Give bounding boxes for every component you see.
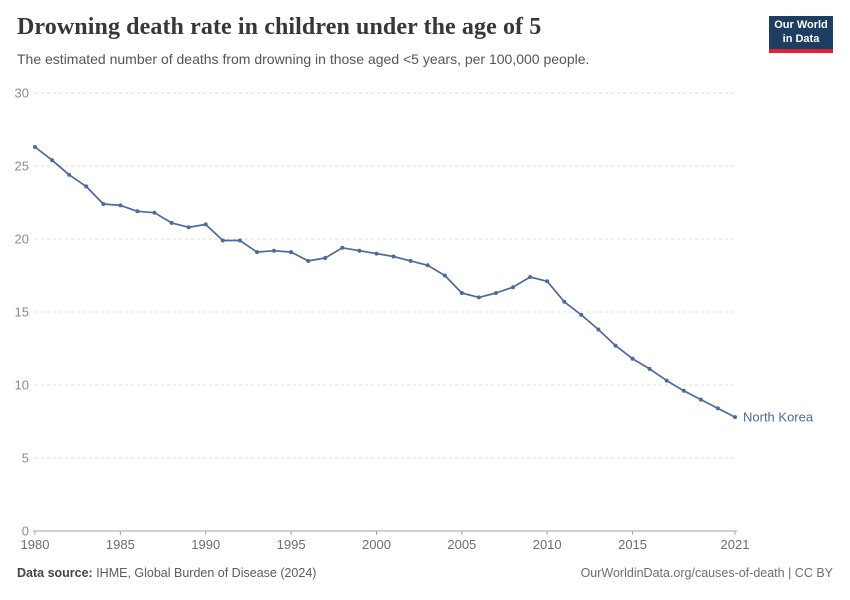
data-point (391, 254, 396, 259)
data-point (357, 248, 362, 253)
data-source-text: IHME, Global Burden of Disease (2024) (92, 566, 317, 580)
x-tick-label: 2021 (721, 537, 750, 552)
data-point (152, 210, 157, 215)
y-tick-label: 25 (15, 159, 29, 174)
data-point (647, 366, 652, 371)
y-tick-label: 30 (15, 86, 29, 101)
data-point (630, 356, 635, 361)
owid-logo-line1: Our World (774, 19, 828, 31)
gridlines (35, 92, 737, 459)
data-point (715, 406, 720, 411)
owid-logo-line2: in Data (782, 33, 820, 45)
y-tick-label: 10 (15, 378, 29, 393)
data-point (579, 312, 584, 317)
data-point (340, 245, 345, 250)
data-point (255, 250, 259, 255)
x-tick-label: 1985 (106, 537, 135, 552)
data-point (698, 397, 703, 402)
chart-footer: Data source: IHME, Global Burden of Dise… (17, 566, 833, 580)
data-point (545, 279, 550, 284)
data-point (67, 172, 72, 177)
y-tick-label: 5 (22, 451, 29, 466)
data-point (101, 202, 106, 206)
data-point (664, 378, 669, 383)
x-tick-label: 1995 (277, 537, 306, 552)
data-point (613, 343, 618, 348)
x-tick-label: 2000 (362, 537, 391, 552)
data-point (562, 299, 567, 304)
owid-logo: Our World in Data (769, 16, 833, 53)
data-point (306, 258, 311, 263)
data-source: Data source: IHME, Global Burden of Dise… (17, 566, 316, 580)
chart-subtitle: The estimated number of deaths from drow… (17, 51, 590, 67)
data-point (374, 251, 379, 256)
y-tick-label: 0 (22, 524, 29, 539)
data-point (511, 285, 515, 290)
y-tick-label: 20 (15, 232, 29, 247)
data-point (203, 222, 208, 227)
data-point (459, 291, 464, 295)
data-point (408, 258, 413, 263)
data-points (33, 145, 737, 420)
credit-link: OurWorldinData.org/causes-of-death | CC … (580, 566, 833, 580)
series-label: North Korea (743, 410, 814, 425)
x-tick-label: 1990 (191, 537, 220, 552)
data-point (33, 145, 37, 149)
data-point (118, 203, 123, 208)
data-point (425, 263, 430, 268)
chart-title: Drowning death rate in children under th… (17, 14, 542, 40)
data-point (220, 238, 225, 243)
data-point (528, 275, 533, 279)
chart-header: Drowning death rate in children under th… (17, 12, 833, 68)
data-point (476, 295, 481, 300)
data-point (681, 388, 686, 393)
data-point (135, 209, 140, 214)
trend-line (34, 146, 736, 418)
data-point (323, 256, 328, 260)
data-point (596, 327, 601, 332)
x-tick-label: 2005 (447, 537, 476, 552)
data-point (442, 273, 447, 278)
data-source-label: Data source: (17, 566, 93, 580)
x-axis: 1980 1985 1990 1995 2000 2005 2010 2015 2021 (21, 530, 750, 552)
y-tick-label: 15 (15, 305, 29, 320)
data-point (237, 238, 242, 243)
data-point (169, 220, 174, 225)
data-point (50, 158, 55, 163)
data-point (186, 225, 191, 230)
data-point (84, 184, 89, 189)
data-point (494, 291, 498, 295)
y-axis-labels: 0 5 10 15 20 25 30 (15, 86, 29, 539)
x-tick-label: 2010 (533, 537, 562, 552)
x-tick-label: 2015 (618, 537, 647, 552)
data-point (733, 415, 737, 420)
data-point (289, 250, 294, 255)
data-point (272, 248, 276, 253)
x-tick-label: 1980 (21, 537, 50, 552)
